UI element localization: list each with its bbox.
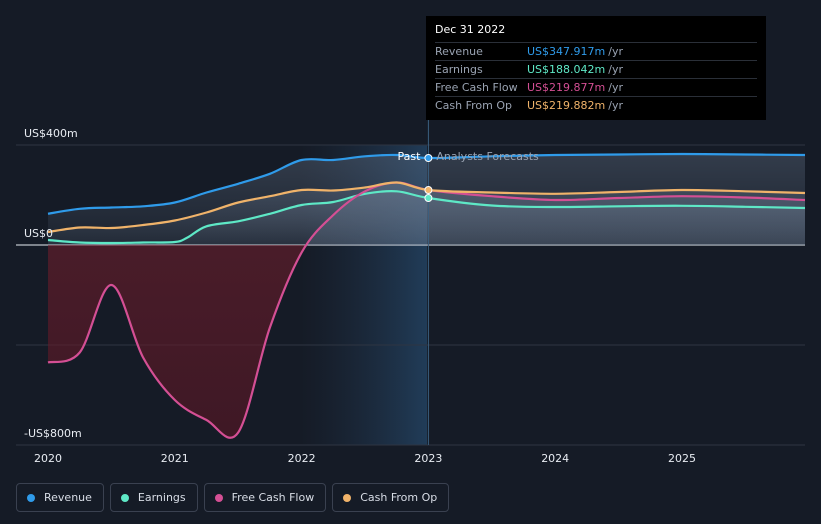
tooltip-row-cash-from-op: Cash From Op US$219.882m /yr bbox=[435, 96, 757, 114]
legend-label: Cash From Op bbox=[360, 491, 438, 504]
series-line-revenue bbox=[47, 152, 806, 215]
legend-dot-icon bbox=[343, 493, 352, 502]
tooltip-row-free-cash-flow: Free Cash Flow US$219.877m /yr bbox=[435, 78, 757, 96]
data-tooltip: Dec 31 2022 Revenue US$347.917m /yr Earn… bbox=[426, 16, 766, 120]
series-line-cash-from-op bbox=[47, 181, 806, 234]
x-axis-labels: 2020 2021 2022 2023 2024 2025 bbox=[34, 452, 696, 465]
tooltip-value: US$219.882m bbox=[527, 99, 606, 112]
legend-item-earnings[interactable]: Earnings bbox=[109, 483, 198, 512]
legend-dot-icon bbox=[27, 493, 35, 502]
tooltip-unit: /yr bbox=[608, 45, 623, 58]
series-line-free-cash-flow bbox=[47, 181, 806, 439]
divider-point-marker bbox=[424, 154, 433, 162]
tooltip-date: Dec 31 2022 bbox=[435, 23, 506, 36]
y-tick-label: -US$800m bbox=[24, 427, 82, 440]
tooltip-label: Revenue bbox=[435, 45, 483, 58]
y-tick-label: US$400m bbox=[24, 127, 78, 140]
series-area-negative bbox=[48, 245, 805, 438]
legend-label: Earnings bbox=[137, 491, 186, 504]
tooltip-value: US$347.917m bbox=[527, 45, 606, 58]
legend-item-free-cash-flow[interactable]: Free Cash Flow bbox=[203, 483, 327, 512]
legend-dot-icon bbox=[120, 493, 129, 502]
x-tick-label: 2023 bbox=[414, 452, 442, 465]
tooltip-value: US$219.877m bbox=[527, 81, 606, 94]
y-tick-label: US$0 bbox=[24, 227, 53, 240]
past-label: Past bbox=[397, 150, 421, 163]
tooltip-label: Cash From Op bbox=[435, 99, 513, 112]
tooltip-unit: /yr bbox=[608, 81, 623, 94]
series-lines bbox=[47, 152, 806, 439]
tooltip-unit: /yr bbox=[608, 63, 623, 76]
x-tick-label: 2025 bbox=[668, 452, 696, 465]
tooltip-label: Free Cash Flow bbox=[435, 81, 518, 94]
divider-point-marker bbox=[424, 186, 433, 194]
y-axis-labels: US$400m US$0 -US$800m bbox=[24, 127, 82, 440]
legend-label: Revenue bbox=[44, 491, 92, 504]
tooltip-row-revenue: Revenue US$347.917m /yr bbox=[435, 42, 757, 60]
x-tick-label: 2024 bbox=[541, 452, 569, 465]
x-tick-label: 2022 bbox=[288, 452, 316, 465]
tooltip-label: Earnings bbox=[435, 63, 483, 76]
tooltip-row-earnings: Earnings US$188.042m /yr bbox=[435, 60, 757, 78]
legend-item-revenue[interactable]: Revenue bbox=[16, 483, 104, 512]
legend-label: Free Cash Flow bbox=[231, 491, 315, 504]
x-tick-label: 2021 bbox=[161, 452, 189, 465]
tooltip-unit: /yr bbox=[608, 99, 623, 112]
x-tick-label: 2020 bbox=[34, 452, 62, 465]
chart-legend: Revenue Earnings Free Cash Flow Cash Fro… bbox=[16, 483, 450, 512]
legend-dot-icon bbox=[214, 493, 223, 502]
tooltip-value: US$188.042m bbox=[527, 63, 606, 76]
divider-point-marker bbox=[424, 194, 433, 202]
forecast-label: Analysts Forecasts bbox=[436, 150, 539, 163]
legend-item-cash-from-op[interactable]: Cash From Op bbox=[332, 483, 450, 512]
series-line-earnings bbox=[47, 190, 806, 245]
divider-markers: Past Analysts Forecasts bbox=[397, 120, 539, 445]
